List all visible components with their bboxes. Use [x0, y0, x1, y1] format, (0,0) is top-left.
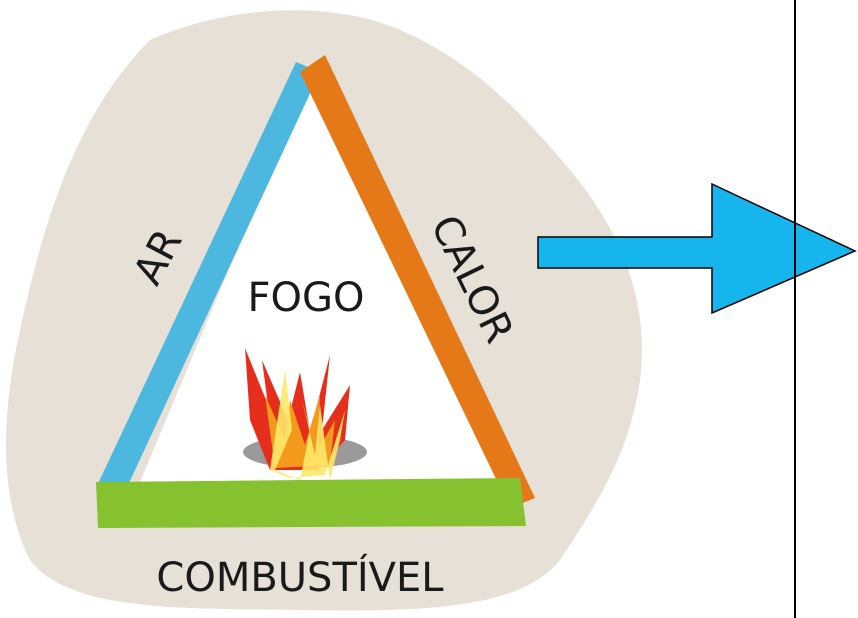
center-label: FOGO: [248, 275, 365, 321]
fire-triangle-diagram: FOGO AR CALOR COMBUSTÍVEL: [0, 0, 858, 618]
bottom-side-label: COMBUSTÍVEL: [156, 553, 444, 601]
page: FOGO AR CALOR COMBUSTÍVEL (() => { const…: [0, 0, 858, 618]
bottom-side-bar: [96, 478, 526, 528]
